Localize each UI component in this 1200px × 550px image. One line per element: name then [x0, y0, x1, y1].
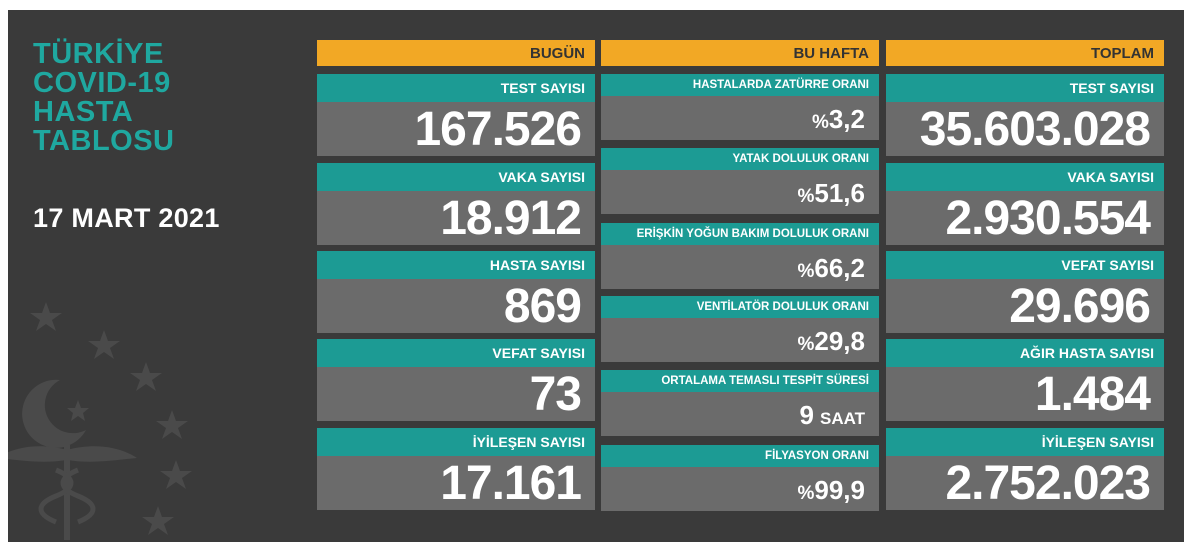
- today-column: BUGÜN TEST SAYISI 167.526 VAKA SAYISI 18…: [317, 40, 595, 510]
- card-label: TEST SAYISI: [886, 74, 1164, 102]
- value-number: 3,2: [828, 104, 865, 134]
- today-card-deaths: VEFAT SAYISI 73: [317, 339, 595, 421]
- page-title: TÜRKİYE COVID-19 HASTA TABLOSU: [33, 40, 175, 156]
- card-value: 29.696: [886, 279, 1164, 333]
- card-label: FİLYASYON ORANI: [601, 445, 879, 467]
- card-label: HASTA SAYISI: [317, 251, 595, 279]
- card-value: 35.603.028: [886, 102, 1164, 156]
- card-label: VENTİLATÖR DOLULUK ORANI: [601, 296, 879, 318]
- card-label: VAKA SAYISI: [317, 163, 595, 191]
- today-card-cases: VAKA SAYISI 18.912: [317, 163, 595, 245]
- week-column: BU HAFTA HASTALARDA ZATÜRRE ORANI %3,2 Y…: [601, 40, 879, 511]
- card-value: 18.912: [317, 191, 595, 245]
- card-value: 73: [317, 367, 595, 421]
- percent-prefix: %: [811, 112, 829, 133]
- card-value: 2.930.554: [886, 191, 1164, 245]
- value-number: 51,6: [814, 178, 865, 208]
- card-label: İYİLEŞEN SAYISI: [317, 428, 595, 456]
- card-label: VEFAT SAYISI: [886, 251, 1164, 279]
- title-line: TÜRKİYE: [33, 38, 164, 70]
- value-unit: SAAT: [819, 409, 865, 428]
- week-card-icu: ERİŞKİN YOĞUN BAKIM DOLULUK ORANI %66,2: [601, 223, 879, 289]
- today-header: BUGÜN: [317, 40, 595, 66]
- card-label: TEST SAYISI: [317, 74, 595, 102]
- card-label: AĞIR HASTA SAYISI: [886, 339, 1164, 367]
- card-label: ERİŞKİN YOĞUN BAKIM DOLULUK ORANI: [601, 223, 879, 245]
- week-card-pneumonia: HASTALARDA ZATÜRRE ORANI %3,2: [601, 74, 879, 140]
- covid-board: TÜRKİYE COVID-19 HASTA TABLOSU 17 MART 2…: [8, 10, 1184, 542]
- percent-prefix: %: [797, 261, 815, 282]
- card-label: HASTALARDA ZATÜRRE ORANI: [601, 74, 879, 96]
- card-label: VEFAT SAYISI: [317, 339, 595, 367]
- total-card-test: TEST SAYISI 35.603.028: [886, 74, 1164, 156]
- total-card-recovered: İYİLEŞEN SAYISI 2.752.023: [886, 428, 1164, 510]
- card-label: İYİLEŞEN SAYISI: [886, 428, 1164, 456]
- total-column: TOPLAM TEST SAYISI 35.603.028 VAKA SAYIS…: [886, 40, 1164, 510]
- card-value: 1.484: [886, 367, 1164, 421]
- total-card-critical: AĞIR HASTA SAYISI 1.484: [886, 339, 1164, 421]
- percent-prefix: %: [797, 334, 815, 355]
- card-value: %99,9: [601, 467, 879, 511]
- today-card-test: TEST SAYISI 167.526: [317, 74, 595, 156]
- value-number: 29,8: [814, 326, 865, 356]
- today-card-recovered: İYİLEŞEN SAYISI 17.161: [317, 428, 595, 510]
- card-label: ORTALAMA TEMASLI TESPİT SÜRESİ: [601, 370, 879, 392]
- card-label: VAKA SAYISI: [886, 163, 1164, 191]
- card-value: 167.526: [317, 102, 595, 156]
- total-card-cases: VAKA SAYISI 2.930.554: [886, 163, 1164, 245]
- today-card-patients: HASTA SAYISI 869: [317, 251, 595, 333]
- card-value: 17.161: [317, 456, 595, 510]
- card-value: 2.752.023: [886, 456, 1164, 510]
- week-card-bed: YATAK DOLULUK ORANI %51,6: [601, 148, 879, 214]
- card-value: %3,2: [601, 96, 879, 140]
- total-header: TOPLAM: [886, 40, 1164, 66]
- percent-prefix: %: [797, 186, 815, 207]
- health-ministry-emblem-icon: [8, 302, 192, 540]
- card-value: %51,6: [601, 170, 879, 214]
- report-date: 17 MART 2021: [33, 203, 220, 233]
- card-label: YATAK DOLULUK ORANI: [601, 148, 879, 170]
- week-card-contact-time: ORTALAMA TEMASLI TESPİT SÜRESİ 9 SAAT: [601, 370, 879, 436]
- title-line: TABLOSU: [33, 125, 175, 157]
- value-number: 99,9: [814, 475, 865, 505]
- card-value: 9 SAAT: [601, 392, 879, 436]
- title-line: COVID-19: [33, 67, 171, 99]
- week-header: BU HAFTA: [601, 40, 879, 66]
- card-value: %66,2: [601, 245, 879, 289]
- value-number: 9: [799, 400, 814, 430]
- week-card-filiation: FİLYASYON ORANI %99,9: [601, 445, 879, 511]
- week-card-ventilator: VENTİLATÖR DOLULUK ORANI %29,8: [601, 296, 879, 362]
- percent-prefix: %: [797, 483, 815, 504]
- total-card-deaths: VEFAT SAYISI 29.696: [886, 251, 1164, 333]
- card-value: %29,8: [601, 318, 879, 362]
- card-value: 869: [317, 279, 595, 333]
- title-line: HASTA: [33, 96, 134, 128]
- value-number: 66,2: [814, 253, 865, 283]
